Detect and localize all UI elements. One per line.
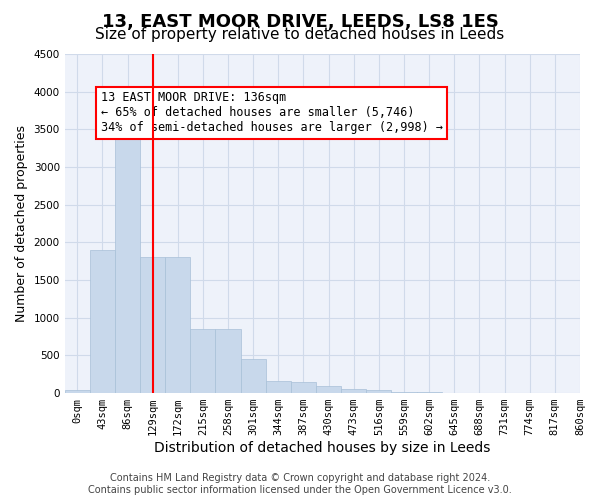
Text: Contains HM Land Registry data © Crown copyright and database right 2024.
Contai: Contains HM Land Registry data © Crown c… xyxy=(88,474,512,495)
Bar xyxy=(416,392,442,393)
Bar xyxy=(215,329,241,393)
Bar xyxy=(140,258,165,393)
Bar xyxy=(341,388,367,393)
Bar xyxy=(391,392,416,393)
X-axis label: Distribution of detached houses by size in Leeds: Distribution of detached houses by size … xyxy=(154,441,491,455)
Bar xyxy=(115,130,140,393)
Bar xyxy=(165,258,190,393)
Text: Size of property relative to detached houses in Leeds: Size of property relative to detached ho… xyxy=(95,28,505,42)
Y-axis label: Number of detached properties: Number of detached properties xyxy=(15,125,28,322)
Bar xyxy=(266,381,291,393)
Text: 13, EAST MOOR DRIVE, LEEDS, LS8 1ES: 13, EAST MOOR DRIVE, LEEDS, LS8 1ES xyxy=(101,12,499,30)
Bar xyxy=(241,359,266,393)
Bar xyxy=(367,390,391,393)
Bar xyxy=(90,250,115,393)
Bar xyxy=(190,329,215,393)
Bar xyxy=(65,390,90,393)
Bar xyxy=(291,382,316,393)
Bar xyxy=(316,386,341,393)
Text: 13 EAST MOOR DRIVE: 136sqm
← 65% of detached houses are smaller (5,746)
34% of s: 13 EAST MOOR DRIVE: 136sqm ← 65% of deta… xyxy=(101,92,443,134)
